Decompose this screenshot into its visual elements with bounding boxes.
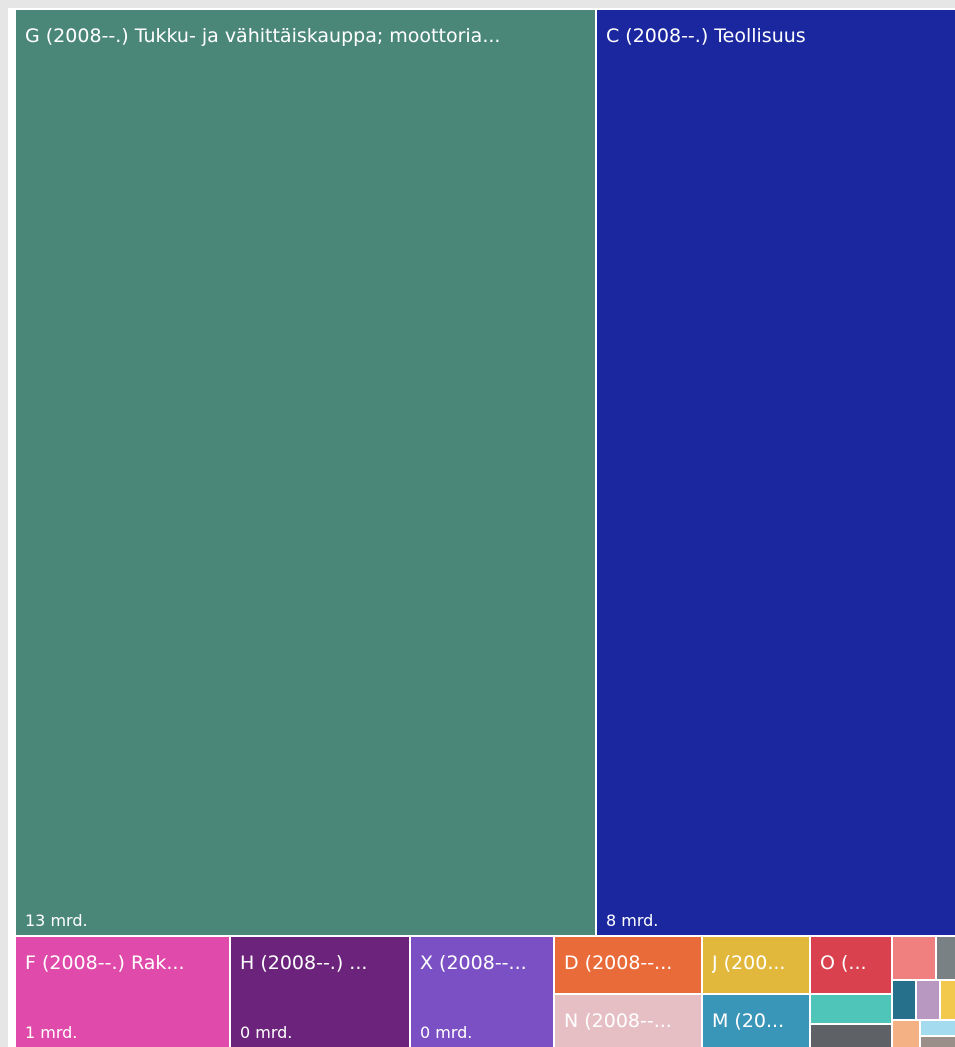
treemap-tile-s2[interactable] — [811, 1025, 891, 1047]
treemap-tile-s9[interactable] — [921, 1021, 955, 1035]
treemap-tile-f[interactable]: F (2008--.) Rak... 1 mrd. — [16, 937, 229, 1047]
tile-label-o: O (... — [820, 952, 867, 974]
treemap-tile-h[interactable]: H (2008--.) ... 0 mrd. — [231, 937, 409, 1047]
tile-label-x: X (2008--... — [420, 952, 527, 974]
treemap-tile-s7[interactable] — [941, 981, 955, 1019]
tile-value-f: 1 mrd. — [25, 1023, 78, 1042]
tile-label-n: N (2008--... — [564, 1010, 672, 1032]
treemap-tile-n[interactable]: N (2008--... — [555, 995, 701, 1047]
treemap-tile-m[interactable]: M (20... — [703, 995, 809, 1047]
left-border — [0, 0, 8, 1047]
tile-value-g: 13 mrd. — [25, 911, 88, 930]
tile-label-h: H (2008--.) ... — [240, 952, 368, 974]
tile-label-m: M (20... — [712, 1010, 785, 1032]
tile-label-j: J (200... — [712, 952, 786, 974]
treemap-tile-g[interactable]: G (2008--.) Tukku- ja vähittäiskauppa; m… — [16, 10, 595, 935]
treemap-tile-s8[interactable] — [893, 1021, 919, 1047]
treemap-tile-s1[interactable] — [811, 995, 891, 1023]
tile-label-f: F (2008--.) Rak... — [25, 952, 185, 974]
tile-value-c: 8 mrd. — [606, 911, 659, 930]
tile-value-x: 0 mrd. — [420, 1023, 473, 1042]
treemap-tile-s4[interactable] — [937, 937, 955, 979]
tile-value-h: 0 mrd. — [240, 1023, 293, 1042]
treemap-tile-c[interactable]: C (2008--.) Teollisuus 8 mrd. — [597, 10, 955, 935]
treemap-tile-j[interactable]: J (200... — [703, 937, 809, 993]
tile-label-c: C (2008--.) Teollisuus — [606, 25, 806, 47]
top-border — [0, 0, 955, 8]
treemap-tile-s10[interactable] — [921, 1037, 955, 1047]
tile-label-d: D (2008--... — [564, 952, 673, 974]
treemap-tile-x[interactable]: X (2008--... 0 mrd. — [411, 937, 553, 1047]
treemap-tile-s6[interactable] — [917, 981, 939, 1019]
treemap-tile-o[interactable]: O (... — [811, 937, 891, 993]
tile-label-g: G (2008--.) Tukku- ja vähittäiskauppa; m… — [25, 25, 501, 47]
treemap-tile-d[interactable]: D (2008--... — [555, 937, 701, 993]
treemap-tile-s3[interactable] — [893, 937, 935, 979]
treemap-tile-s5[interactable] — [893, 981, 915, 1019]
